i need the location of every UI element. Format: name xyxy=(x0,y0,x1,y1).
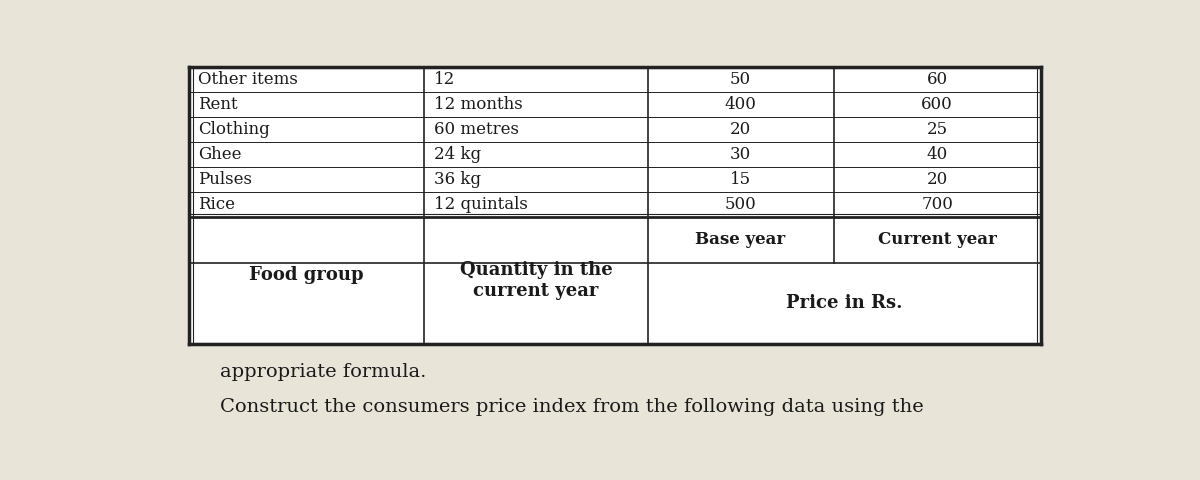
FancyBboxPatch shape xyxy=(190,67,1040,344)
Text: 60: 60 xyxy=(926,71,948,88)
Text: 40: 40 xyxy=(926,145,948,163)
Text: 30: 30 xyxy=(730,145,751,163)
Text: Rent: Rent xyxy=(198,96,238,113)
Text: Price in Rs.: Price in Rs. xyxy=(786,294,902,312)
Text: Construct the consumers price index from the following data using the: Construct the consumers price index from… xyxy=(220,397,924,416)
Text: appropriate formula.: appropriate formula. xyxy=(220,362,426,381)
Text: 400: 400 xyxy=(725,96,756,113)
Text: Other items: Other items xyxy=(198,71,299,88)
Text: 50: 50 xyxy=(730,71,751,88)
Text: 12 quintals: 12 quintals xyxy=(433,195,528,213)
Text: 20: 20 xyxy=(926,170,948,188)
Text: 12 months: 12 months xyxy=(433,96,522,113)
Text: 36 kg: 36 kg xyxy=(433,170,481,188)
Text: Rice: Rice xyxy=(198,195,235,213)
Text: 700: 700 xyxy=(922,195,953,213)
Text: 500: 500 xyxy=(725,195,756,213)
Text: 60 metres: 60 metres xyxy=(433,120,518,138)
Text: 24 kg: 24 kg xyxy=(433,145,481,163)
Text: Quantity in the
current year: Quantity in the current year xyxy=(460,261,612,300)
Text: 20: 20 xyxy=(730,120,751,138)
Text: 600: 600 xyxy=(922,96,953,113)
Text: 25: 25 xyxy=(926,120,948,138)
Text: Base year: Base year xyxy=(696,231,786,248)
Text: Pulses: Pulses xyxy=(198,170,252,188)
Text: Clothing: Clothing xyxy=(198,120,270,138)
Text: Ghee: Ghee xyxy=(198,145,242,163)
Text: Current year: Current year xyxy=(878,231,997,248)
Text: Food group: Food group xyxy=(250,266,364,284)
Text: 12: 12 xyxy=(433,71,455,88)
Text: 15: 15 xyxy=(730,170,751,188)
